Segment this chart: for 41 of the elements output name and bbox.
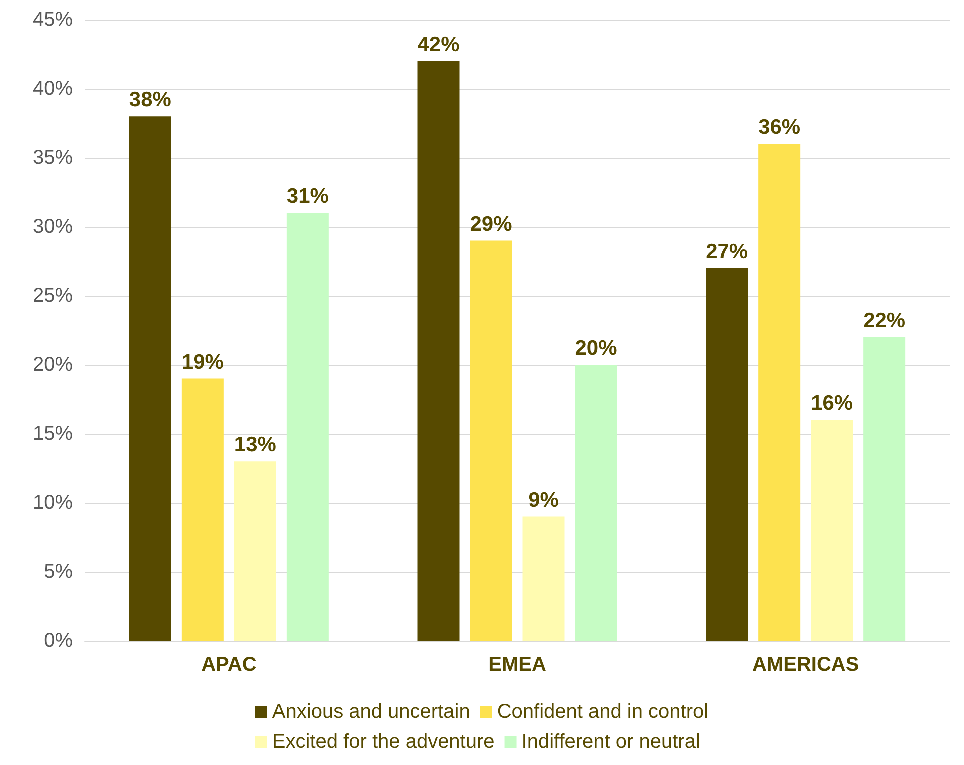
bar [182,378,224,641]
bar [470,240,512,641]
bar [864,337,906,641]
x-tick-label: EMEA [488,654,546,676]
legend-label: Indifferent or neutral [522,731,700,753]
x-tick-label: AMERICAS [752,654,860,676]
y-tick-label: 35% [32,147,74,169]
bar [706,268,748,641]
bar [418,61,460,641]
y-tick-label: 25% [32,285,74,307]
bar [758,144,801,641]
bar [129,116,172,641]
data-label: 36% [758,116,801,140]
x-tick-label: APAC [202,654,257,676]
legend-label: Confident and in control [497,701,709,723]
data-label: 22% [864,309,906,332]
y-tick-label: 0% [44,630,74,652]
data-label: 16% [811,392,854,416]
data-label: 29% [470,212,513,236]
data-label: 9% [528,488,560,512]
bar [522,516,565,641]
y-tick-label: 45% [32,9,74,31]
bar [234,462,276,641]
bar [811,420,854,641]
data-label: 13% [234,434,277,457]
legend-label: Anxious and uncertain [272,701,470,723]
bar [286,213,329,641]
data-label: 20% [575,337,618,360]
bar [575,365,618,641]
y-tick-label: 10% [32,492,74,514]
y-tick-label: 30% [32,216,74,238]
y-tick-label: 40% [32,78,74,100]
y-tick-label: 15% [32,423,74,445]
data-label: 19% [182,350,224,374]
data-label: 42% [418,33,460,56]
y-tick-label: 5% [44,561,74,583]
legend-label: Excited for the adventure [272,731,495,753]
data-label: 27% [706,240,748,264]
data-label: 38% [129,88,172,112]
y-tick-label: 20% [32,354,74,376]
data-label: 31% [286,185,330,208]
